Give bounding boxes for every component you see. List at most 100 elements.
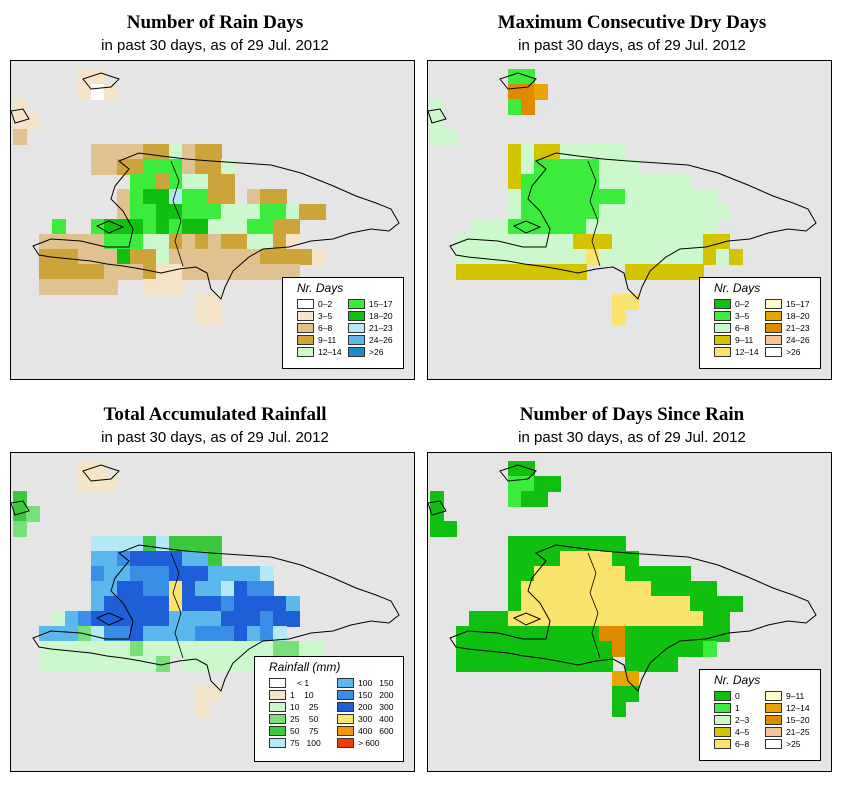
grid-cell bbox=[195, 536, 209, 552]
grid-cell bbox=[482, 234, 496, 250]
grid-cell bbox=[130, 551, 144, 567]
grid-cell bbox=[456, 264, 470, 280]
grid-cell bbox=[156, 189, 170, 205]
grid-cell bbox=[169, 204, 183, 220]
grid-cell bbox=[169, 264, 183, 280]
grid-cell bbox=[612, 159, 626, 175]
grid-cell bbox=[78, 279, 92, 295]
grid-cell bbox=[586, 159, 600, 175]
grid-cell bbox=[638, 581, 652, 597]
grid-cell bbox=[156, 596, 170, 612]
country-border-path bbox=[587, 160, 601, 267]
grid-cell bbox=[182, 189, 196, 205]
grid-cell bbox=[143, 611, 157, 627]
grid-cell bbox=[508, 249, 522, 265]
legend-label: 18–20 bbox=[786, 311, 810, 321]
grid-cell bbox=[586, 144, 600, 160]
legend-swatch bbox=[297, 311, 314, 321]
grid-cell bbox=[143, 204, 157, 220]
legend-entry: 12–14 bbox=[765, 702, 810, 714]
grid-cell bbox=[521, 69, 535, 85]
grid-cell bbox=[104, 641, 118, 657]
legend-swatch bbox=[714, 323, 731, 333]
legend-entry: >25 bbox=[765, 738, 810, 750]
grid-cell bbox=[104, 551, 118, 567]
grid-cell bbox=[534, 264, 548, 280]
grid-cell bbox=[221, 641, 235, 657]
grid-cell bbox=[156, 174, 170, 190]
grid-cell bbox=[182, 641, 196, 657]
grid-cell bbox=[560, 144, 574, 160]
grid-cell bbox=[664, 656, 678, 672]
grid-cell bbox=[169, 596, 183, 612]
grid-cell bbox=[547, 596, 561, 612]
grid-cell bbox=[560, 626, 574, 642]
grid-cell bbox=[456, 641, 470, 657]
grid-cell bbox=[547, 249, 561, 265]
grid-cell bbox=[65, 279, 79, 295]
grid-cell bbox=[78, 461, 92, 477]
grid-cell bbox=[117, 656, 131, 672]
grid-cell bbox=[117, 581, 131, 597]
grid-cell bbox=[547, 581, 561, 597]
grid-cell bbox=[91, 656, 105, 672]
grid-cell bbox=[143, 536, 157, 552]
grid-cell bbox=[651, 204, 665, 220]
grid-cell bbox=[508, 581, 522, 597]
grid-cell bbox=[39, 279, 53, 295]
grid-cell bbox=[651, 626, 665, 642]
grid-cell bbox=[312, 249, 326, 265]
grid-cell bbox=[638, 174, 652, 190]
grid-cell bbox=[156, 204, 170, 220]
grid-cell bbox=[482, 249, 496, 265]
grid-cell bbox=[469, 611, 483, 627]
legend-entry: > 600 bbox=[337, 737, 399, 749]
grid-cell bbox=[65, 249, 79, 265]
legend-swatch bbox=[765, 299, 782, 309]
grid-cell bbox=[286, 249, 300, 265]
hispaniola-coastline bbox=[428, 72, 817, 300]
grid-cell bbox=[599, 566, 613, 582]
grid-cell bbox=[169, 626, 183, 642]
grid-cell bbox=[625, 611, 639, 627]
grid-cell bbox=[612, 566, 626, 582]
grid-cell bbox=[690, 581, 704, 597]
legend-entry: 18–20 bbox=[348, 310, 393, 322]
legend-swatch bbox=[714, 311, 731, 321]
grid-cell bbox=[508, 491, 522, 507]
grid-cell bbox=[234, 626, 248, 642]
grid-cell bbox=[482, 656, 496, 672]
grid-cell bbox=[130, 596, 144, 612]
grid-cell bbox=[664, 219, 678, 235]
legend-label: 1 bbox=[735, 703, 740, 713]
grid-cell bbox=[182, 566, 196, 582]
legend-swatch bbox=[765, 727, 782, 737]
grid-cell bbox=[286, 596, 300, 612]
grid-cell bbox=[625, 234, 639, 250]
map-rain-days bbox=[10, 60, 415, 380]
legend-entry: 1 10 bbox=[269, 689, 331, 701]
grid-cell bbox=[521, 641, 535, 657]
legend-swatch bbox=[714, 739, 731, 749]
legend-swatch bbox=[269, 714, 286, 724]
legend-swatch bbox=[348, 335, 365, 345]
grid-cell bbox=[78, 84, 92, 100]
grid-cell bbox=[52, 641, 66, 657]
grid-cell bbox=[247, 234, 261, 250]
hispaniola-coastline bbox=[428, 464, 817, 692]
grid-cell bbox=[286, 264, 300, 280]
panel-subtitle: in past 30 days, as of 29 Jul. 2012 bbox=[101, 429, 329, 446]
legend-entry: 10 25 bbox=[269, 701, 331, 713]
grid-cell bbox=[612, 536, 626, 552]
grid-cell bbox=[273, 611, 287, 627]
grid-cell bbox=[677, 596, 691, 612]
grid-cell bbox=[260, 189, 274, 205]
grid-cell bbox=[65, 656, 79, 672]
grid-cell bbox=[273, 204, 287, 220]
grid-cell bbox=[625, 656, 639, 672]
grid-cell bbox=[521, 249, 535, 265]
grid-cell bbox=[130, 566, 144, 582]
grid-cell bbox=[104, 656, 118, 672]
grid-cell bbox=[573, 581, 587, 597]
grid-cell bbox=[690, 264, 704, 280]
